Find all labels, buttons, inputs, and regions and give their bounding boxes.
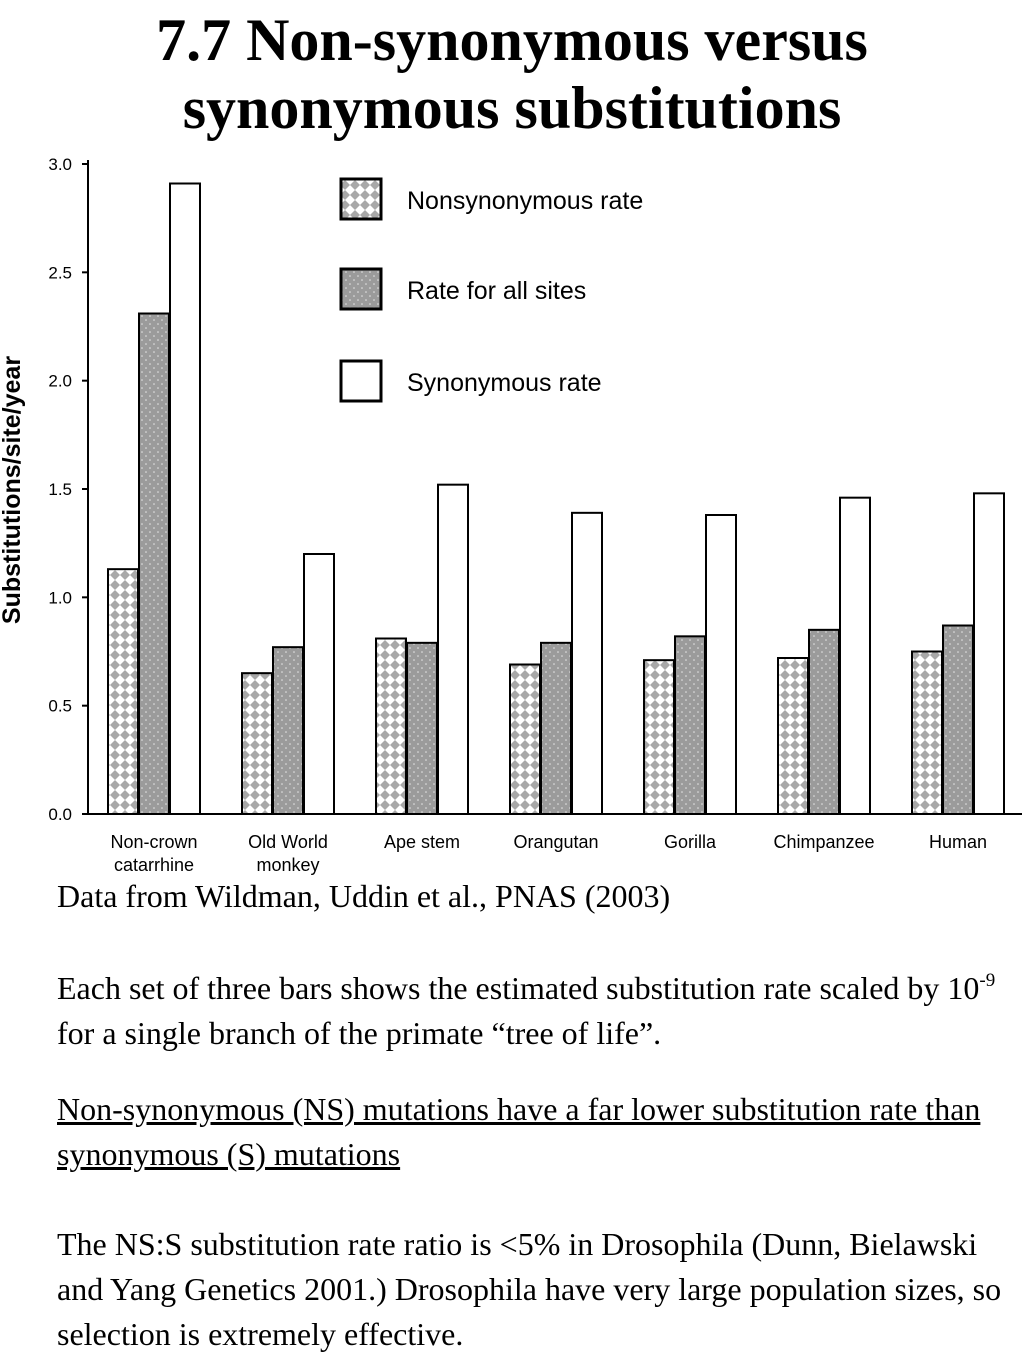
bar-synonymous (839, 496, 871, 815)
bar-synonymous (973, 492, 1005, 815)
x-tick-label: Human (929, 832, 987, 852)
bar-nonsynonymous (777, 657, 809, 815)
y-tick-label: 0.5 (48, 697, 72, 716)
bar-synonymous (705, 514, 737, 815)
x-tick-label: Ape stem (384, 832, 460, 852)
description: Each set of three bars shows the estimat… (57, 966, 1017, 1056)
bar-all-sites (942, 624, 974, 815)
bar-synonymous (437, 483, 469, 815)
description-text-end: for a single branch of the primate “tree… (57, 1015, 662, 1051)
bars (107, 182, 1005, 816)
bar-nonsynonymous (107, 568, 139, 815)
y-tick-label: 2.5 (48, 263, 72, 282)
y-tick-label: 2.0 (48, 372, 72, 391)
legend-swatch (339, 267, 383, 311)
bar-synonymous (169, 182, 201, 815)
bar-nonsynonymous (509, 663, 541, 815)
y-tick-label: 0.0 (48, 805, 72, 824)
x-tick-label: Chimpanzee (773, 832, 874, 852)
legend-label: Synonymous rate (407, 369, 602, 397)
bar-all-sites (406, 641, 438, 816)
legend-label: Rate for all sites (407, 277, 586, 305)
x-tick-label: monkey (256, 855, 319, 875)
x-tick-labels: Non-crown catarrhine Old World monkey Ape st… (110, 832, 987, 875)
data-source: Data from Wildman, Uddin et al., PNAS (2… (57, 878, 671, 914)
y-tick-label: 1.5 (48, 480, 72, 499)
y-axis-label: Substitutions/site/year (0, 356, 26, 624)
x-tick-label: Orangutan (513, 832, 598, 852)
bar-all-sites (272, 646, 304, 815)
x-tick-label: Non-crown (110, 832, 197, 852)
legend-swatch (339, 177, 383, 221)
y-tick-label: 1.0 (48, 588, 72, 607)
bar-nonsynonymous (375, 637, 407, 815)
x-tick-label: catarrhine (114, 855, 194, 875)
page-title: 7.7 Non-synonymous versus synonymous sub… (156, 7, 868, 141)
x-tick-label: Old World (248, 832, 328, 852)
bar-all-sites (540, 641, 572, 816)
bar-chart: 0.0 0.5 1.0 1.5 2.0 2.5 3.0 Non-crown catarrhin… (0, 155, 1022, 875)
x-tick-label: Gorilla (664, 832, 717, 852)
legend-label: Nonsynonymous rate (407, 187, 643, 215)
bar-all-sites (808, 628, 840, 816)
key-claim: Non-synonymous (NS) mutations have a far… (57, 1091, 981, 1172)
y-tick-label: 3.0 (48, 155, 72, 174)
bar-nonsynonymous (241, 672, 273, 816)
drosophila-note: The NS:S substitution rate ratio is <5% … (57, 1226, 1002, 1352)
legend: Nonsynonymous rate Rate for all sites Syno… (339, 177, 643, 403)
bar-synonymous (571, 511, 603, 815)
legend-swatch (339, 359, 383, 403)
bar-all-sites (138, 312, 170, 815)
bar-nonsynonymous (911, 650, 943, 815)
exponent: -9 (979, 970, 996, 991)
bar-nonsynonymous (643, 659, 675, 815)
description-text: Each set of three bars shows the estimat… (57, 970, 980, 1006)
bar-all-sites (674, 635, 706, 816)
bar-synonymous (303, 553, 335, 815)
